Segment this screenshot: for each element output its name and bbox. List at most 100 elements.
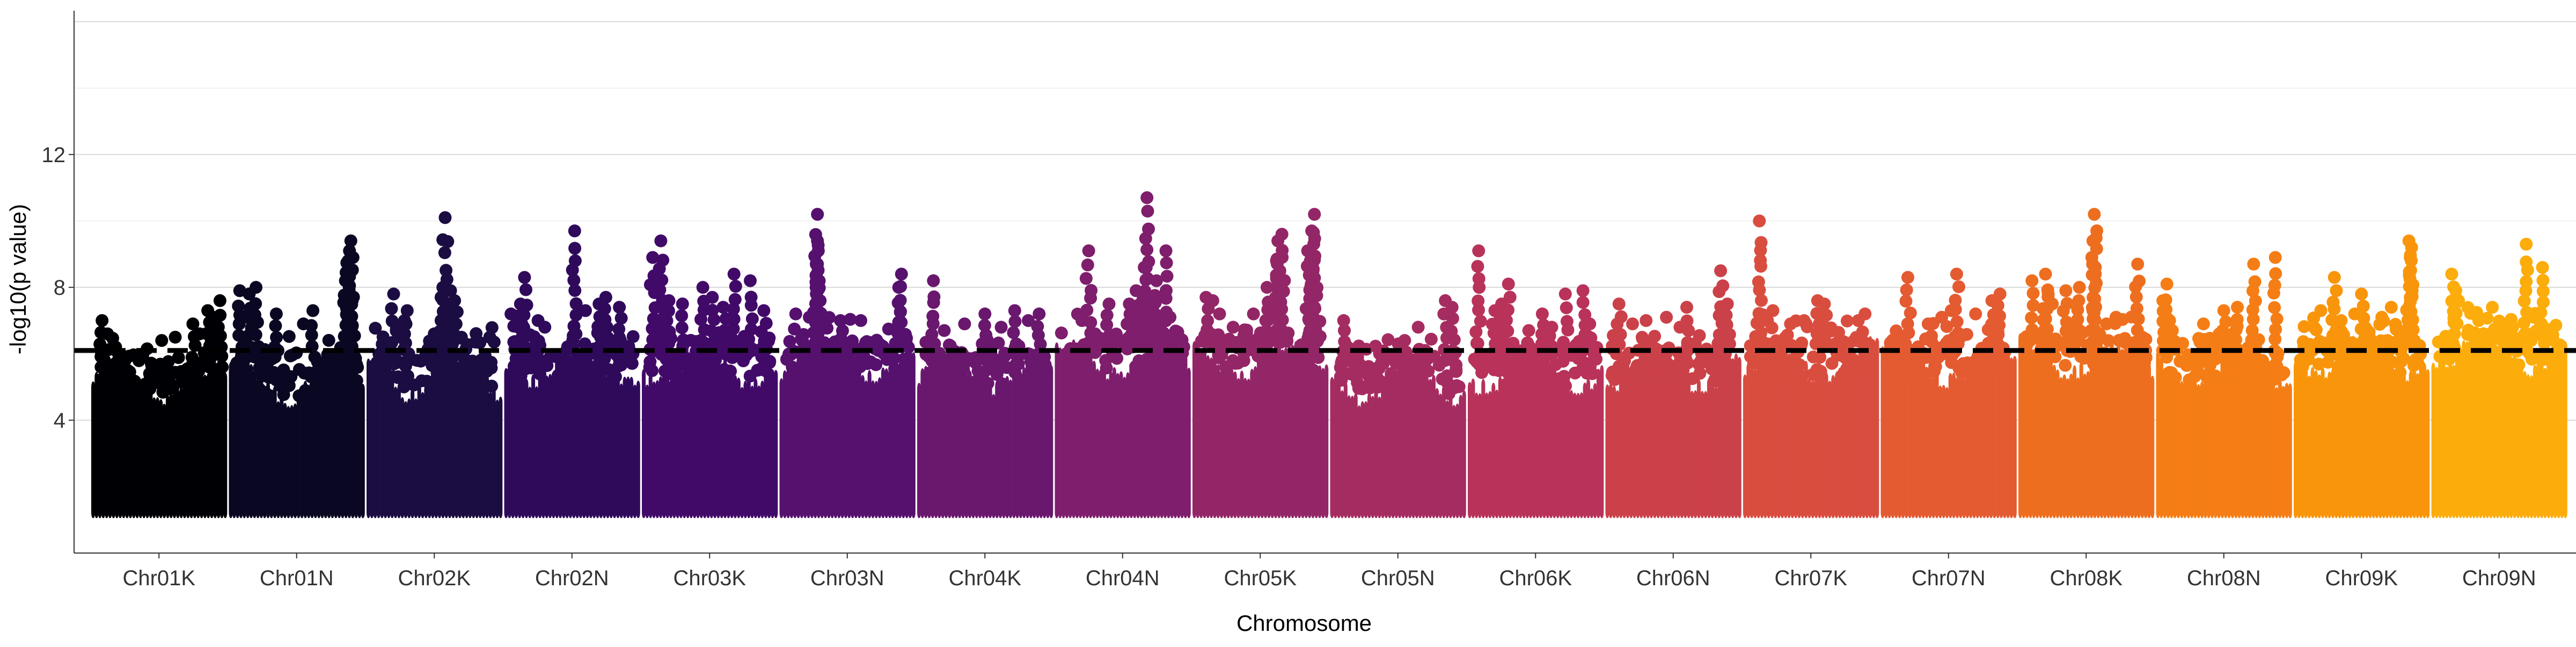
snp-point — [653, 323, 666, 336]
snp-point — [123, 385, 137, 398]
point-band — [1116, 373, 1120, 519]
point-band — [1535, 357, 1540, 519]
point-band — [1992, 338, 1996, 519]
point-band — [1153, 346, 1157, 519]
point-band — [367, 358, 371, 519]
snp-peak-point — [599, 290, 612, 304]
snp-point — [398, 328, 411, 341]
point-band — [951, 361, 955, 519]
point-band — [1126, 372, 1130, 519]
snp-peak-point — [2025, 274, 2039, 287]
snp-point — [2403, 300, 2416, 313]
snp-point — [350, 374, 363, 387]
point-band — [1075, 345, 1079, 519]
point-band — [800, 355, 804, 519]
snp-point — [305, 329, 318, 342]
point-band — [266, 381, 270, 519]
point-band — [854, 368, 858, 519]
snp-point — [449, 317, 463, 331]
point-band — [1180, 355, 1184, 519]
snp-peak-point — [1102, 297, 1116, 311]
point-band — [1459, 395, 1463, 519]
point-band — [1156, 350, 1160, 519]
point-band — [2254, 353, 2258, 519]
point-band — [172, 391, 177, 519]
point-band — [1371, 396, 1375, 519]
point-band — [582, 353, 586, 519]
point-band — [1256, 354, 1261, 519]
snp-point — [282, 330, 296, 343]
snp-point — [132, 354, 145, 367]
point-band — [2278, 380, 2282, 519]
point-band — [507, 365, 511, 519]
point-band — [1525, 354, 1529, 519]
snp-point — [2073, 324, 2086, 337]
point-band — [931, 353, 935, 519]
point-band — [1605, 384, 1609, 519]
point-band — [1908, 339, 1912, 519]
point-band — [200, 373, 204, 519]
snp-point — [1949, 294, 1962, 307]
point-band — [1626, 370, 1630, 519]
snp-point — [925, 328, 939, 341]
axes — [74, 11, 2576, 554]
point-band — [390, 377, 394, 519]
snp-point — [2536, 327, 2550, 340]
snp-point — [1159, 284, 1173, 297]
snp-point — [1901, 317, 1914, 331]
point-band — [636, 381, 640, 519]
snp-point — [1223, 332, 1236, 346]
point-band — [458, 358, 462, 519]
point-band — [545, 375, 549, 519]
point-band — [1425, 376, 1429, 519]
point-band — [2281, 386, 2286, 519]
point-band — [1559, 371, 1563, 519]
point-band — [1714, 386, 1718, 519]
point-band — [779, 378, 784, 519]
point-band — [2099, 353, 2104, 519]
snp-point — [2087, 334, 2100, 347]
point-band — [2502, 345, 2507, 519]
point-band — [2492, 338, 2497, 519]
snp-point — [1658, 373, 1672, 386]
point-band — [94, 372, 99, 519]
snp-point — [2492, 314, 2506, 328]
point-band — [682, 356, 686, 519]
point-band — [874, 381, 879, 519]
snp-point — [2465, 326, 2478, 340]
point-band — [2344, 350, 2348, 519]
point-band — [142, 383, 146, 519]
point-band — [662, 369, 666, 519]
snp-peak-point — [1753, 214, 1766, 228]
snp-point — [1680, 314, 1694, 328]
point-band — [2163, 368, 2167, 519]
point-band — [2536, 360, 2541, 519]
x-tick-label: Chr06N — [1636, 566, 1710, 590]
snp-point — [756, 361, 769, 375]
snp-point — [385, 302, 398, 315]
snp-point — [1991, 299, 2004, 312]
snp-peak-point — [1583, 317, 1597, 331]
point-band — [2220, 355, 2224, 519]
point-band — [927, 370, 932, 519]
point-band — [774, 369, 778, 519]
snp-peak-point — [789, 307, 802, 321]
snp-point — [1008, 315, 1022, 328]
snp-point — [1474, 315, 1487, 328]
point-band — [1593, 383, 1597, 519]
point-band — [767, 372, 771, 519]
point-band — [716, 363, 720, 519]
snp-point — [2270, 312, 2284, 325]
snp-point — [1121, 317, 1134, 331]
snp-peak-point — [169, 330, 182, 344]
snp-peak-point — [1993, 287, 2007, 301]
snp-peak-point — [1640, 314, 1653, 328]
point-band — [2113, 347, 2117, 519]
snp-point — [1754, 253, 1767, 267]
snp-point — [609, 370, 622, 383]
point-band — [2230, 354, 2235, 519]
point-band — [347, 372, 352, 519]
snp-point — [346, 251, 360, 264]
snp-point — [1776, 364, 1789, 377]
snp-point — [1557, 336, 1570, 349]
